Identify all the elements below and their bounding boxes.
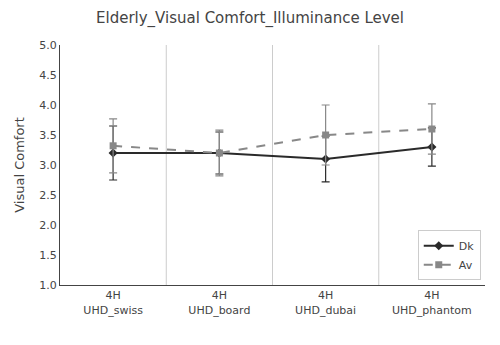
svg-text:4HUHD_dubai: 4HUHD_dubai	[295, 289, 356, 316]
svg-text:4HUHD_swiss: 4HUHD_swiss	[83, 289, 143, 316]
svg-text:Visual Comfort: Visual Comfort	[12, 117, 27, 213]
svg-text:2.0: 2.0	[39, 219, 57, 232]
svg-text:1.5: 1.5	[39, 249, 57, 262]
svg-text:3.5: 3.5	[39, 129, 57, 142]
svg-text:5.0: 5.0	[39, 39, 57, 52]
svg-text:Av: Av	[459, 259, 473, 272]
svg-text:4.5: 4.5	[39, 69, 57, 82]
svg-text:4.0: 4.0	[39, 99, 57, 112]
svg-text:4HUHD_board: 4HUHD_board	[188, 289, 250, 316]
svg-text:Dk: Dk	[459, 240, 474, 253]
svg-text:Elderly_Visual Comfort_Illumin: Elderly_Visual Comfort_Illuminance Level	[96, 9, 404, 28]
svg-text:1.0: 1.0	[39, 279, 57, 292]
svg-text:4HUHD_phantom: 4HUHD_phantom	[392, 289, 472, 316]
svg-text:3.0: 3.0	[39, 159, 57, 172]
svg-text:2.5: 2.5	[39, 189, 57, 202]
